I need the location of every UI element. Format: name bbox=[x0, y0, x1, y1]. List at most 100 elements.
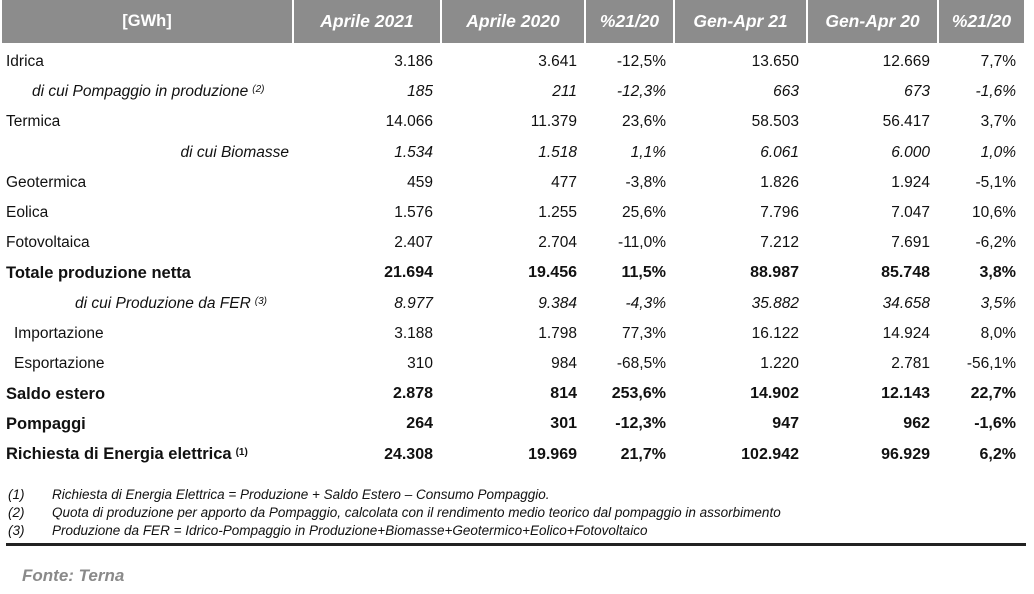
cell: 102.942 bbox=[741, 445, 799, 463]
cell: 23,6% bbox=[622, 113, 666, 131]
cell: 185 bbox=[407, 83, 433, 101]
cell: 11.379 bbox=[530, 113, 577, 131]
divider bbox=[6, 543, 1026, 546]
table-header-row: [GWh] Aprile 2021 Aprile 2020 %21/20 Gen… bbox=[2, 0, 1024, 43]
cell: 7,7% bbox=[980, 53, 1016, 71]
cell: 947 bbox=[772, 415, 799, 433]
row-label: Fotovoltaica bbox=[2, 228, 293, 258]
cell: 459 bbox=[407, 173, 433, 191]
table-row-total: Totale produzione netta 21.694 19.456 11… bbox=[2, 258, 1024, 288]
cell: 1.798 bbox=[538, 324, 577, 342]
footnote: (3) Produzione da FER = Idrico-Pompaggio… bbox=[8, 522, 1026, 540]
header-unit: [GWh] bbox=[2, 0, 293, 43]
cell: 814 bbox=[550, 385, 577, 403]
cell: 663 bbox=[773, 83, 799, 101]
footnote-text: Quota di produzione per apporto da Pompa… bbox=[52, 505, 781, 520]
row-label: Termica bbox=[2, 107, 293, 137]
row-label-text: Totale produzione netta bbox=[6, 263, 191, 282]
table-row: Importazione 3.188 1.798 77,3% 16.122 14… bbox=[2, 319, 1024, 349]
cell: 2.407 bbox=[394, 234, 433, 252]
cell: 3,7% bbox=[980, 113, 1016, 131]
cell: 1.534 bbox=[394, 143, 433, 161]
source-caption: Fonte: Terna bbox=[22, 566, 125, 585]
cell: -56,1% bbox=[966, 354, 1016, 372]
header-aprile-2021: Aprile 2021 bbox=[292, 0, 441, 43]
cell: -12,5% bbox=[616, 53, 666, 71]
cell: 8,0% bbox=[980, 324, 1016, 342]
header-gen-apr-20: Gen-Apr 20 bbox=[806, 0, 938, 43]
row-label: di cui Biomasse bbox=[2, 138, 293, 168]
row-label-text: Eolica bbox=[6, 204, 49, 222]
table-row: Idrica 3.186 3.641 -12,5% 13.650 12.669 … bbox=[2, 47, 1024, 77]
cell: 1,0% bbox=[980, 143, 1016, 161]
footnote: (1) Richiesta di Energia Elettrica = Pro… bbox=[8, 486, 1026, 504]
cell: 16.122 bbox=[751, 324, 799, 342]
cell: 96.929 bbox=[881, 445, 930, 463]
cell: 673 bbox=[904, 83, 930, 101]
footnote-ref: (3) bbox=[254, 295, 267, 307]
row-label: Importazione bbox=[2, 319, 293, 349]
cell: -1,6% bbox=[974, 415, 1016, 433]
cell: 58.503 bbox=[751, 113, 799, 131]
table-row: Geotermica 459 477 -3,8% 1.826 1.924 -5,… bbox=[2, 168, 1024, 198]
cell: 6.061 bbox=[760, 143, 799, 161]
cell: 7.796 bbox=[760, 204, 799, 222]
energy-balance-table: [GWh] Aprile 2021 Aprile 2020 %21/20 Gen… bbox=[2, 0, 1024, 470]
row-label: Geotermica bbox=[2, 168, 293, 198]
cell: 12.143 bbox=[881, 385, 930, 403]
table-row: Termica 14.066 11.379 23,6% 58.503 56.41… bbox=[2, 107, 1024, 137]
row-label-text: Saldo estero bbox=[6, 384, 106, 403]
cell: 7.047 bbox=[891, 204, 930, 222]
cell: 88.987 bbox=[750, 264, 799, 282]
row-label-text: di cui Produzione da FER bbox=[75, 294, 251, 312]
cell: 10,6% bbox=[972, 204, 1016, 222]
cell: 8.977 bbox=[394, 294, 433, 312]
cell: 310 bbox=[407, 354, 433, 372]
cell: 6.000 bbox=[891, 143, 930, 161]
row-label-text: di cui Biomasse bbox=[180, 143, 289, 161]
footnote-ref: (1) bbox=[235, 447, 248, 459]
cell: 9.384 bbox=[538, 294, 577, 312]
row-label: di cui Pompaggio in produzione (2) bbox=[2, 77, 293, 107]
footnote-number: (2) bbox=[8, 505, 25, 520]
cell: 3.641 bbox=[538, 53, 577, 71]
cell: 13.650 bbox=[751, 53, 799, 71]
table-row-total: Saldo estero 2.878 814 253,6% 14.902 12.… bbox=[2, 379, 1024, 409]
cell: 253,6% bbox=[611, 385, 666, 403]
row-label: Idrica bbox=[2, 47, 293, 77]
cell: -6,2% bbox=[975, 234, 1017, 252]
cell: 12.669 bbox=[882, 53, 930, 71]
cell: -12,3% bbox=[616, 83, 666, 101]
cell: 1.255 bbox=[538, 204, 577, 222]
cell: 22,7% bbox=[970, 385, 1016, 403]
table-row: di cui Produzione da FER (3) 8.977 9.384 … bbox=[2, 289, 1024, 319]
cell: 1.518 bbox=[538, 143, 577, 161]
cell: 56.417 bbox=[882, 113, 930, 131]
header-pct-ytd: %21/20 bbox=[937, 0, 1024, 43]
cell: 984 bbox=[551, 354, 577, 372]
cell: 2.878 bbox=[392, 385, 433, 403]
row-label-text: Esportazione bbox=[14, 354, 105, 372]
footnote: (2) Quota di produzione per apporto da P… bbox=[8, 504, 1026, 522]
cell: 2.704 bbox=[538, 234, 577, 252]
cell: 1.220 bbox=[760, 354, 799, 372]
cell: 1.826 bbox=[760, 173, 799, 191]
cell: 2.781 bbox=[891, 354, 930, 372]
cell: 3.188 bbox=[394, 324, 433, 342]
cell: 962 bbox=[903, 415, 930, 433]
cell: -68,5% bbox=[616, 354, 666, 372]
row-label-text: Idrica bbox=[6, 53, 44, 71]
cell: -11,0% bbox=[618, 234, 666, 252]
row-label-text: Fotovoltaica bbox=[6, 234, 90, 252]
cell: 264 bbox=[406, 415, 433, 433]
row-label-text: Geotermica bbox=[6, 173, 87, 191]
footnote-text: Produzione da FER = Idrico-Pompaggio in … bbox=[52, 523, 648, 538]
row-label-text: Importazione bbox=[14, 324, 104, 342]
row-label-text: Richiesta di Energia elettrica bbox=[6, 445, 232, 464]
row-label: Esportazione bbox=[2, 349, 293, 379]
header-gen-apr-21: Gen-Apr 21 bbox=[673, 0, 807, 43]
cell: 7.691 bbox=[891, 234, 930, 252]
table-row: di cui Biomasse 1.534 1.518 1,1% 6.061 6… bbox=[2, 138, 1024, 168]
cell: 19.456 bbox=[528, 264, 577, 282]
cell: 25,6% bbox=[622, 204, 666, 222]
